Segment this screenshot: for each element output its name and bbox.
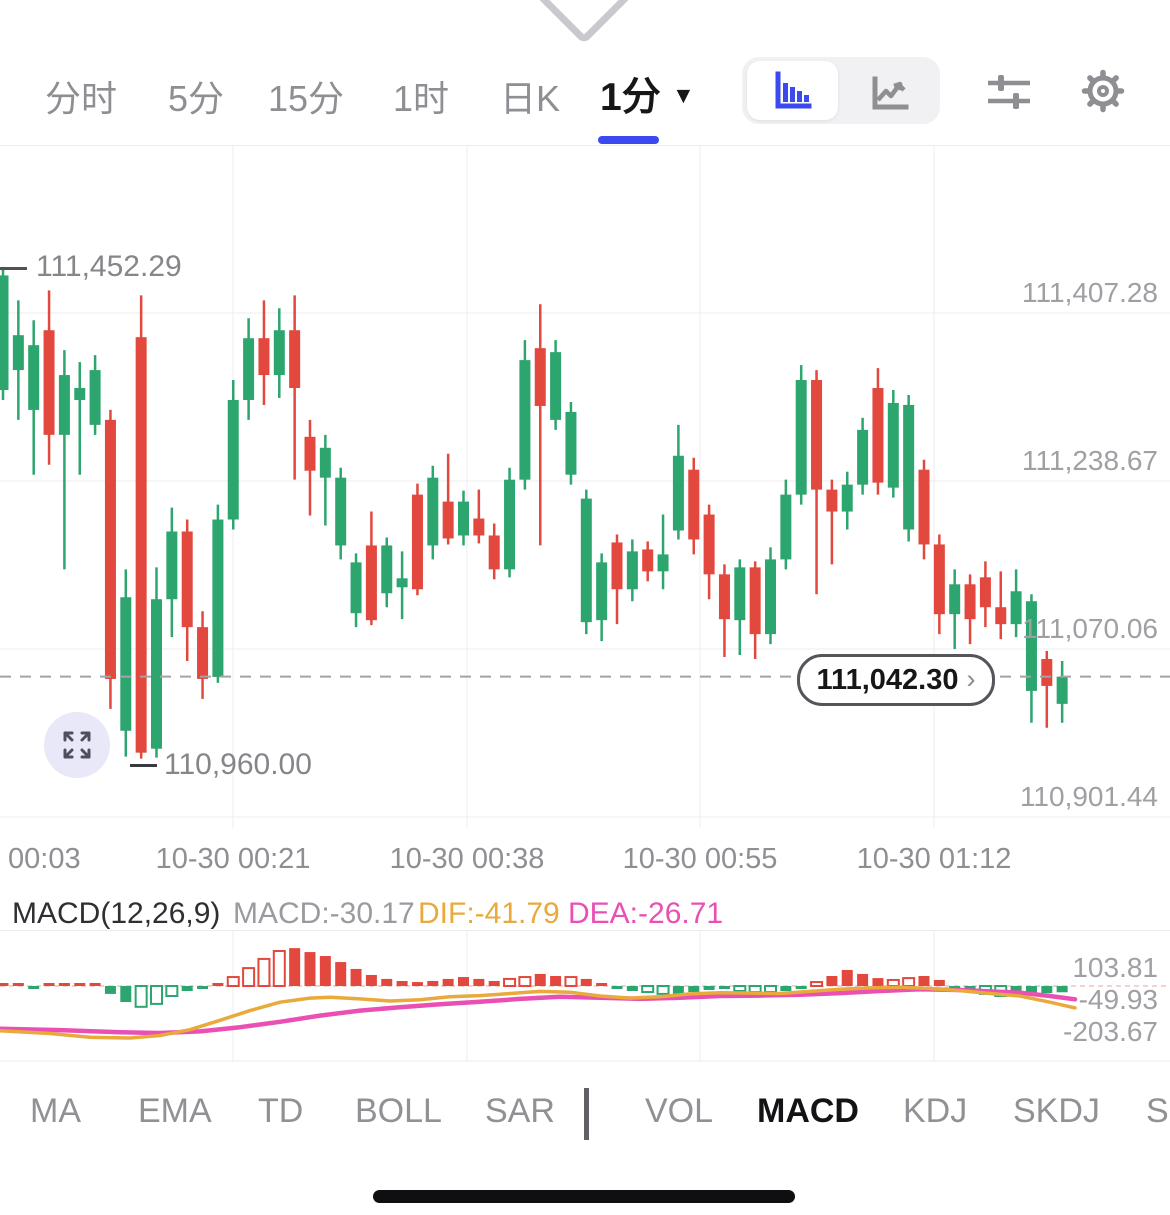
indicator-tabs-divider — [584, 1088, 589, 1140]
expand-arrows-icon — [63, 731, 91, 759]
chevron-right-icon: › — [966, 663, 976, 694]
macd-y-axis-label: 103.81 — [1072, 952, 1158, 983]
low-price-dash — [130, 764, 157, 767]
tab-timeframe-1hour[interactable]: 1时 — [393, 78, 450, 119]
macd-y-axis-label: -203.67 — [1063, 1016, 1158, 1047]
tab-indicator-sar[interactable]: SAR — [485, 1092, 555, 1130]
x-axis-label: 10-30 01:12 — [856, 843, 1012, 875]
y-axis-label: 110,901.44 — [1019, 781, 1158, 812]
macd-params-label: MACD(12,26,9) — [12, 897, 221, 930]
sliders-icon — [988, 75, 1030, 109]
indicator-settings-button[interactable] — [986, 72, 1030, 116]
tab-timeframe-fenshi[interactable]: 分时 — [45, 78, 118, 119]
candlestick-chart[interactable] — [0, 145, 1170, 828]
settings-button[interactable] — [1081, 69, 1125, 113]
line-chart-icon — [872, 76, 909, 110]
tab-timeframe-1min-selected[interactable]: 1分 — [600, 76, 661, 119]
collapse-diamond-handle[interactable] — [534, 0, 634, 45]
high-price-dash — [0, 267, 27, 270]
tab-indicator-cut[interactable]: S — [1146, 1092, 1169, 1130]
tab-indicator-ema[interactable]: EMA — [138, 1092, 212, 1130]
macd-value-label: MACD:-30.17 — [233, 897, 415, 930]
dif-value-label: DIF:-41.79 — [418, 897, 560, 930]
selected-tab-underline — [598, 136, 659, 144]
bar-chart-icon — [775, 71, 812, 109]
x-axis-label: 10-30 00:38 — [389, 843, 545, 875]
tab-timeframe-15min[interactable]: 15分 — [268, 78, 345, 119]
tab-indicator-vol[interactable]: VOL — [645, 1092, 714, 1130]
x-axis-label: 00:03 — [8, 843, 81, 875]
x-axis-label: 10-30 00:21 — [155, 843, 311, 875]
timeframe-dropdown-arrow-icon[interactable]: ▼ — [672, 82, 695, 108]
tab-indicator-skdj[interactable]: SKDJ — [1013, 1092, 1100, 1130]
y-axis-label: 111,070.06 — [1022, 613, 1158, 644]
current-price-badge[interactable]: 111,042.30 › — [797, 654, 995, 706]
home-indicator[interactable] — [373, 1190, 795, 1203]
tab-indicator-kdj[interactable]: KDJ — [903, 1092, 968, 1130]
fullscreen-expand-button[interactable] — [44, 712, 110, 778]
gear-icon — [1081, 69, 1125, 113]
tab-indicator-macd-selected[interactable]: MACD — [757, 1092, 859, 1130]
macd-y-axis-label: -49.93 — [1078, 984, 1158, 1015]
line-chart-type-button[interactable] — [866, 69, 910, 113]
macd-indicator-chart[interactable] — [0, 930, 1170, 1062]
high-price-label: 111,452.29 — [36, 250, 182, 283]
y-axis-label: 111,238.67 — [1022, 445, 1158, 476]
tab-indicator-ma[interactable]: MA — [30, 1092, 81, 1130]
tab-timeframe-5min[interactable]: 5分 — [168, 78, 225, 119]
tab-timeframe-daily[interactable]: 日K — [500, 78, 561, 119]
tab-indicator-td[interactable]: TD — [258, 1092, 304, 1130]
tab-indicator-boll[interactable]: BOLL — [355, 1092, 442, 1130]
low-price-label: 110,960.00 — [164, 748, 312, 781]
candlestick-chart-type-button[interactable] — [770, 69, 814, 113]
current-price-value: 111,042.30 — [816, 663, 959, 696]
dea-value-label: DEA:-26.71 — [568, 897, 724, 930]
x-axis-label: 10-30 00:55 — [622, 843, 778, 875]
y-axis-label: 111,407.28 — [1022, 277, 1158, 308]
